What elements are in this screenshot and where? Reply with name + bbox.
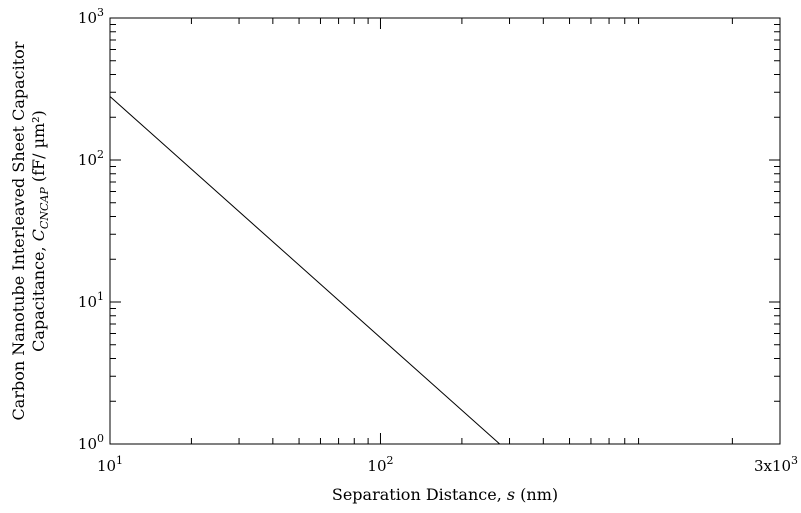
y-tick-label: 102 xyxy=(78,148,104,169)
plot-frame xyxy=(109,17,781,445)
y-tick-labels: 100 101 102 103 xyxy=(78,6,104,453)
y-tick-label: 100 xyxy=(78,432,104,453)
y-tick-label: 101 xyxy=(78,290,104,311)
x-tick-label: 3x103 xyxy=(754,454,798,475)
x-axis-title: Separation Distance, s (nm) xyxy=(332,485,558,504)
x-tick-labels: 101 102 3x103 xyxy=(97,454,798,475)
y-tick-label: 103 xyxy=(78,6,104,27)
series-line xyxy=(109,96,501,445)
x-tick-label: 102 xyxy=(367,454,393,475)
x-tick-label: 101 xyxy=(97,454,123,475)
y-axis-title-line1: Carbon Nanotube Interleaved Sheet Capaci… xyxy=(9,41,28,420)
y-axis-title: Carbon Nanotube Interleaved Sheet Capaci… xyxy=(9,41,51,420)
series-layer xyxy=(109,96,501,445)
minor-ticks xyxy=(110,18,780,444)
major-ticks xyxy=(109,17,781,445)
y-axis-title-line2: Capacitance, CCNCAP (fF/ µm²) xyxy=(29,110,51,352)
